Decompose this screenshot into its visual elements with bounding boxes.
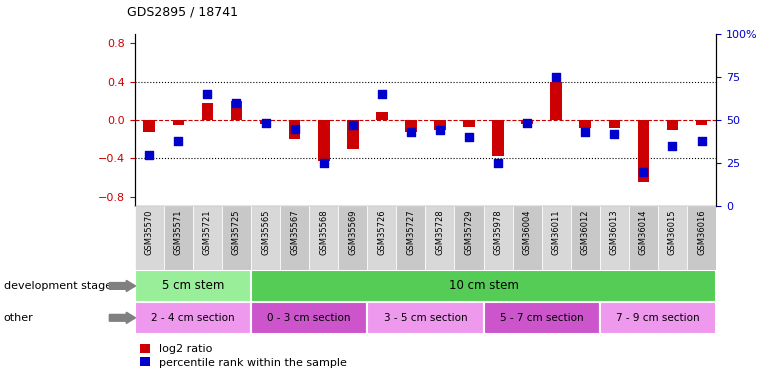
Bar — [696, 120, 708, 125]
Text: 7 - 9 cm section: 7 - 9 cm section — [616, 313, 700, 323]
Text: 3 - 5 cm section: 3 - 5 cm section — [383, 313, 467, 323]
Text: GSM35728: GSM35728 — [436, 209, 444, 255]
Text: GSM35725: GSM35725 — [232, 209, 241, 255]
Bar — [638, 120, 649, 182]
Point — [172, 138, 185, 144]
Bar — [658, 206, 687, 270]
Bar — [164, 206, 192, 270]
Text: GSM35978: GSM35978 — [494, 209, 503, 255]
Text: GSM35565: GSM35565 — [261, 209, 270, 255]
Bar — [513, 206, 542, 270]
Legend: log2 ratio, percentile rank within the sample: log2 ratio, percentile rank within the s… — [140, 344, 347, 368]
Bar — [376, 112, 387, 120]
Bar — [434, 120, 446, 130]
Bar — [251, 270, 716, 302]
Point — [201, 91, 213, 97]
Bar — [172, 120, 184, 125]
Text: GSM36011: GSM36011 — [552, 209, 561, 255]
Bar — [338, 206, 367, 270]
Text: 5 - 7 cm section: 5 - 7 cm section — [500, 313, 584, 323]
Bar — [231, 101, 243, 120]
Bar — [222, 206, 251, 270]
Text: GSM36016: GSM36016 — [697, 209, 706, 255]
Bar — [259, 120, 271, 124]
Text: GSM35571: GSM35571 — [174, 209, 182, 255]
Point — [579, 129, 591, 135]
Text: other: other — [4, 313, 34, 323]
Point — [463, 134, 475, 140]
Bar — [135, 270, 251, 302]
Point — [289, 126, 301, 132]
Bar — [135, 206, 164, 270]
Bar — [600, 302, 716, 334]
Bar — [629, 206, 658, 270]
Point — [376, 91, 388, 97]
Text: GSM35721: GSM35721 — [203, 209, 212, 255]
Bar — [492, 120, 504, 156]
Bar — [464, 120, 475, 127]
Bar — [571, 206, 600, 270]
Bar — [542, 206, 571, 270]
Bar — [426, 206, 454, 270]
Text: GSM35729: GSM35729 — [464, 209, 474, 255]
Point — [521, 120, 534, 126]
Text: GSM36012: GSM36012 — [581, 209, 590, 255]
Point — [259, 120, 272, 126]
Point — [695, 138, 708, 144]
Text: GSM35570: GSM35570 — [145, 209, 154, 255]
Text: GSM35727: GSM35727 — [407, 209, 415, 255]
Point — [405, 129, 417, 135]
Bar — [551, 82, 562, 120]
Text: 10 cm stem: 10 cm stem — [449, 279, 518, 292]
Text: GSM36013: GSM36013 — [610, 209, 619, 255]
Bar — [580, 120, 591, 128]
Point — [550, 74, 562, 80]
Point — [492, 160, 504, 166]
Bar — [687, 206, 716, 270]
Bar — [405, 120, 417, 132]
Text: GSM35726: GSM35726 — [377, 209, 387, 255]
Bar — [367, 206, 397, 270]
Text: GSM36015: GSM36015 — [668, 209, 677, 255]
Point — [434, 128, 446, 134]
Bar — [310, 206, 338, 270]
Bar — [135, 302, 251, 334]
Text: 5 cm stem: 5 cm stem — [162, 279, 224, 292]
Bar — [608, 120, 620, 128]
Point — [230, 100, 243, 106]
Text: 2 - 4 cm section: 2 - 4 cm section — [151, 313, 235, 323]
Bar — [347, 120, 359, 149]
Point — [638, 169, 650, 175]
Bar — [143, 120, 155, 132]
Bar — [454, 206, 484, 270]
Bar — [318, 120, 330, 161]
Text: GSM36014: GSM36014 — [639, 209, 648, 255]
Bar — [484, 206, 513, 270]
Point — [666, 143, 678, 149]
Point — [346, 122, 359, 128]
Text: GSM35567: GSM35567 — [290, 209, 299, 255]
Text: GSM36004: GSM36004 — [523, 209, 531, 255]
Text: development stage: development stage — [4, 281, 112, 291]
Bar — [251, 302, 367, 334]
Text: 0 - 3 cm section: 0 - 3 cm section — [267, 313, 351, 323]
Text: GSM35568: GSM35568 — [320, 209, 328, 255]
Bar — [397, 206, 426, 270]
Bar — [667, 120, 678, 130]
Bar — [192, 206, 222, 270]
Point — [608, 131, 621, 137]
Bar — [367, 302, 484, 334]
Bar — [289, 120, 300, 139]
Point — [143, 152, 156, 157]
Text: GSM35569: GSM35569 — [348, 209, 357, 255]
Bar — [600, 206, 629, 270]
Text: GDS2895 / 18741: GDS2895 / 18741 — [127, 6, 238, 19]
Bar — [280, 206, 310, 270]
Bar — [202, 103, 213, 120]
Bar — [521, 120, 533, 124]
Bar — [484, 302, 600, 334]
Point — [317, 160, 330, 166]
Bar — [251, 206, 280, 270]
